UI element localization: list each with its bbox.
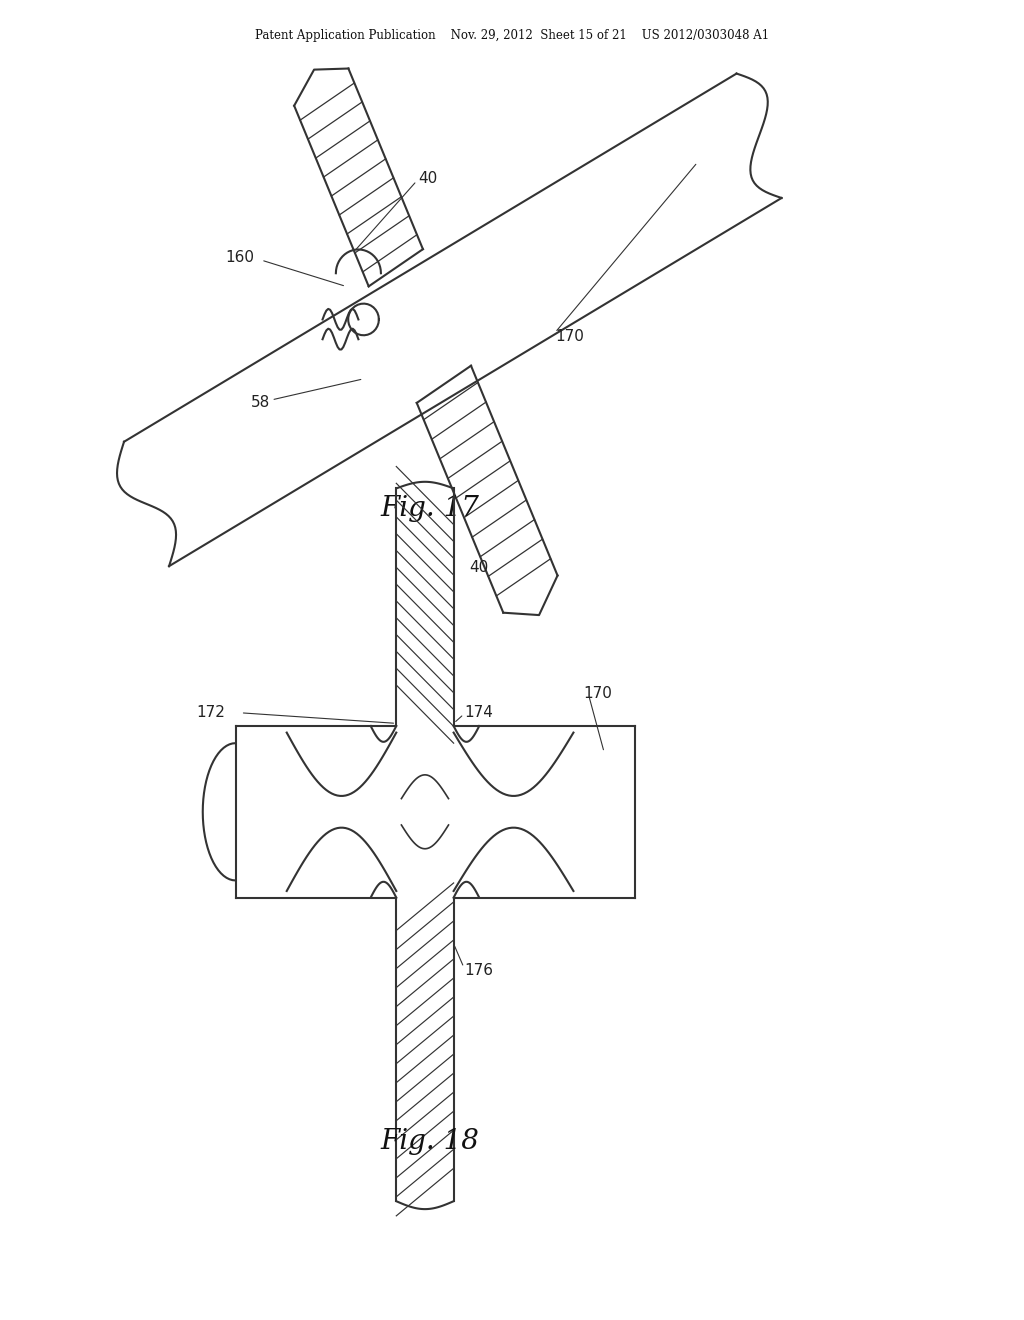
Text: 170: 170 (584, 685, 612, 701)
Text: 160: 160 (225, 249, 254, 265)
Text: 58: 58 (251, 395, 270, 411)
Text: 40: 40 (418, 170, 437, 186)
Text: 170: 170 (555, 329, 584, 345)
Text: 172: 172 (197, 705, 225, 721)
Text: 174: 174 (464, 705, 493, 721)
Text: Fig. 17: Fig. 17 (381, 495, 479, 521)
Text: 176: 176 (464, 962, 493, 978)
Text: Fig. 18: Fig. 18 (381, 1129, 479, 1155)
Text: 40: 40 (469, 560, 488, 576)
Text: Patent Application Publication    Nov. 29, 2012  Sheet 15 of 21    US 2012/03030: Patent Application Publication Nov. 29, … (255, 29, 769, 42)
